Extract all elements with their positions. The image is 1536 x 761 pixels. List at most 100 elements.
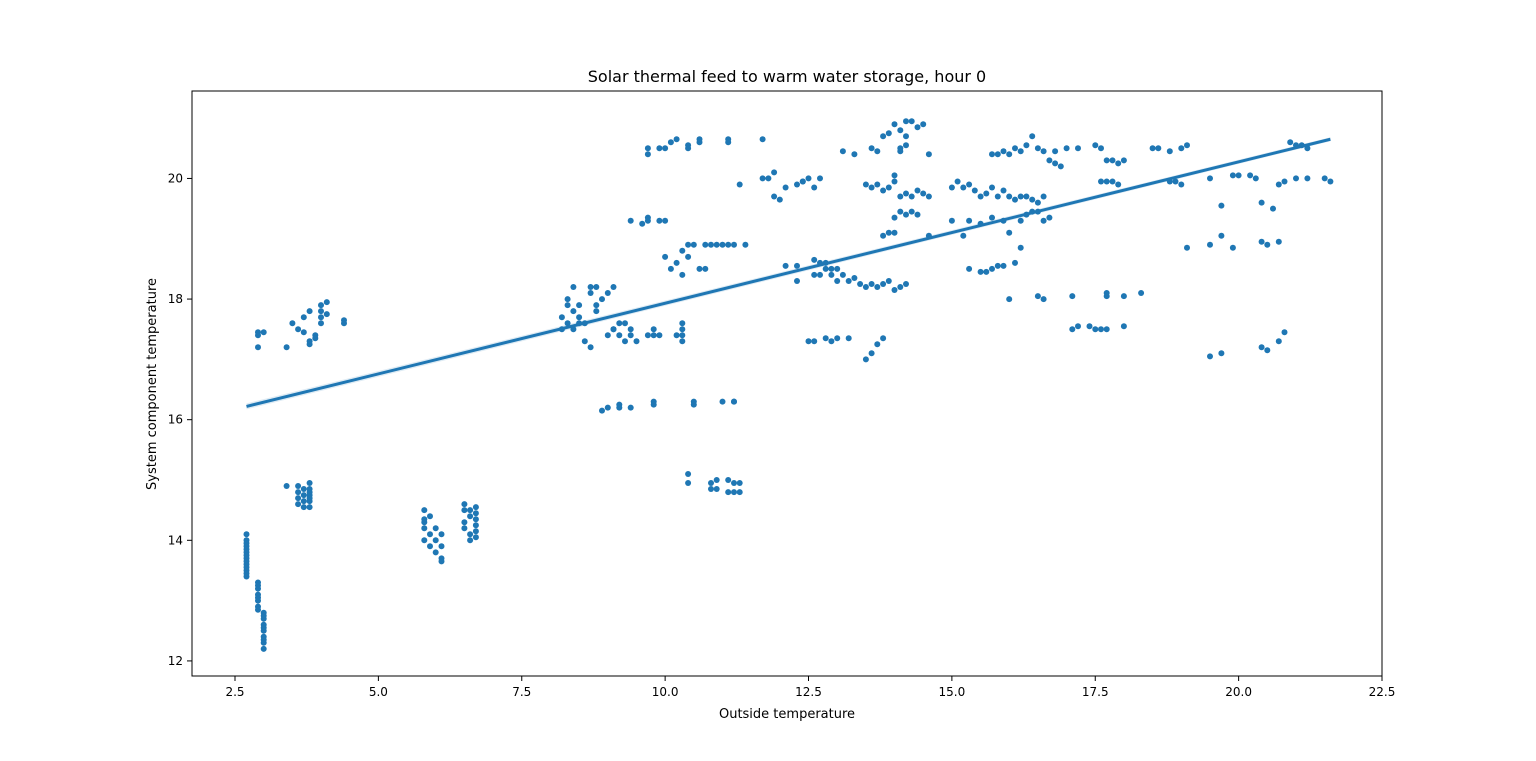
data-point	[644, 151, 651, 158]
data-point	[994, 151, 1001, 158]
data-point	[1000, 187, 1007, 194]
data-point	[880, 187, 887, 194]
data-point	[908, 193, 915, 200]
data-point	[839, 271, 846, 278]
data-point	[644, 145, 651, 152]
data-point	[708, 486, 714, 492]
data-point	[685, 241, 692, 248]
data-point	[1103, 157, 1110, 164]
data-point	[673, 259, 680, 266]
data-point	[564, 320, 571, 327]
data-point	[289, 320, 296, 327]
data-point	[1327, 178, 1334, 185]
y-tick-label: 14	[168, 533, 183, 547]
data-point	[1069, 293, 1076, 300]
data-point	[243, 540, 250, 547]
data-point	[662, 217, 669, 224]
data-point	[799, 178, 806, 185]
data-point	[1247, 172, 1254, 179]
data-point	[1172, 178, 1179, 185]
points-layer	[243, 118, 1334, 652]
data-point	[713, 477, 720, 483]
y-tick-label: 16	[168, 413, 183, 427]
data-point	[1052, 160, 1059, 167]
data-point	[1046, 214, 1053, 221]
data-point	[897, 284, 904, 290]
data-point	[897, 208, 904, 215]
data-point	[948, 184, 955, 191]
data-point	[868, 350, 875, 357]
data-point	[1040, 148, 1047, 155]
data-point	[925, 193, 932, 200]
data-point	[771, 193, 778, 200]
data-point	[461, 519, 468, 526]
data-point	[891, 229, 898, 236]
data-point	[662, 145, 669, 152]
x-axis-label: Outside temperature	[719, 707, 855, 722]
data-point	[427, 543, 433, 550]
data-point	[306, 480, 313, 486]
data-point	[897, 148, 904, 155]
data-point	[725, 489, 732, 496]
data-point	[570, 308, 577, 315]
data-point	[702, 241, 709, 248]
data-point	[983, 190, 990, 197]
data-point	[1120, 157, 1127, 164]
data-point	[897, 127, 904, 134]
data-point	[903, 118, 909, 125]
data-point	[633, 338, 640, 345]
data-point	[260, 645, 267, 652]
data-point	[690, 401, 697, 408]
data-point	[593, 302, 600, 309]
data-point	[318, 314, 324, 321]
data-point	[656, 145, 663, 152]
data-point	[1207, 353, 1213, 360]
data-point	[587, 290, 594, 296]
data-point	[977, 193, 984, 200]
data-point	[891, 287, 898, 293]
data-point	[1040, 296, 1047, 303]
data-point	[243, 570, 250, 577]
data-point	[1006, 296, 1013, 303]
data-point	[1275, 338, 1282, 345]
data-point	[1086, 323, 1093, 330]
data-point	[461, 501, 468, 508]
data-point	[421, 537, 428, 544]
data-point	[438, 543, 445, 550]
data-point	[920, 121, 927, 128]
data-point	[822, 265, 829, 272]
data-point	[312, 335, 319, 342]
data-point	[1103, 326, 1110, 333]
data-point	[966, 217, 973, 224]
data-point	[1069, 326, 1076, 333]
data-point	[708, 480, 714, 486]
data-point	[604, 404, 611, 411]
data-point	[828, 265, 835, 272]
data-point	[868, 184, 875, 191]
data-point	[759, 136, 766, 143]
data-point	[599, 296, 605, 303]
data-point	[627, 217, 634, 224]
data-point	[679, 338, 686, 345]
data-point	[616, 320, 623, 327]
data-point	[839, 148, 846, 155]
data-point	[627, 332, 634, 339]
data-point	[1252, 175, 1259, 182]
data-point	[811, 271, 818, 278]
data-point	[776, 196, 783, 203]
data-point	[587, 344, 594, 351]
data-point	[811, 338, 818, 345]
data-point	[467, 513, 474, 520]
data-point	[243, 564, 250, 571]
data-point	[255, 594, 261, 601]
data-point	[627, 326, 634, 333]
data-point	[725, 477, 732, 483]
data-point	[920, 190, 927, 197]
data-point	[696, 136, 703, 143]
data-point	[1178, 181, 1185, 188]
data-point	[771, 169, 778, 176]
data-point	[1057, 163, 1064, 170]
data-point	[1109, 178, 1116, 185]
data-point	[255, 332, 261, 339]
data-point	[736, 489, 743, 496]
